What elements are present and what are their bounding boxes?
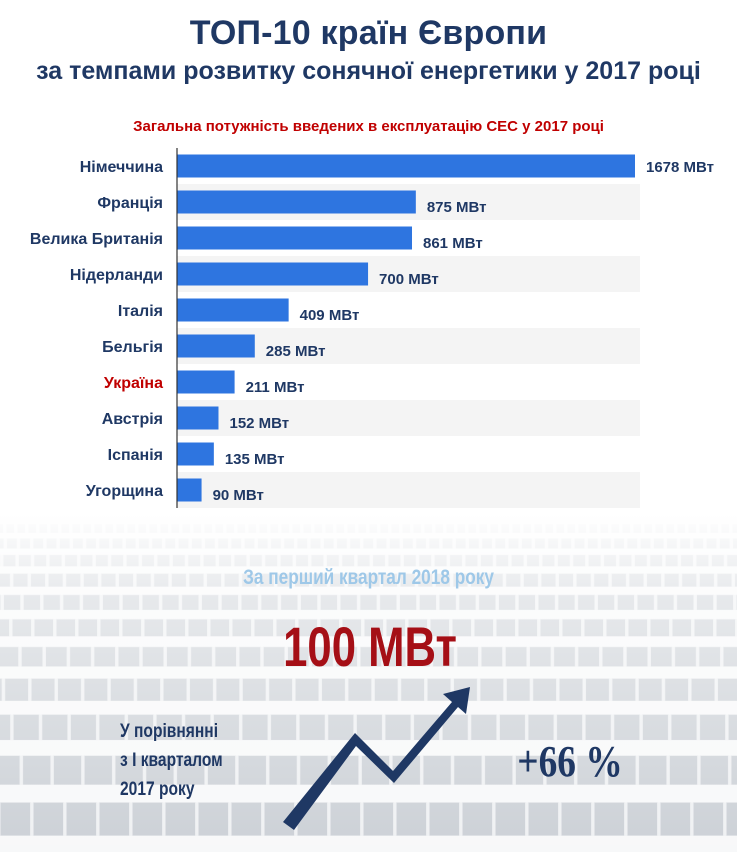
- category-label: Нідерланди: [70, 267, 163, 284]
- bar: [177, 370, 235, 394]
- category-label: Угорщина: [86, 483, 163, 500]
- category-label: Бельгія: [102, 339, 163, 356]
- page-title: ТОП-10 країн Європи: [189, 14, 548, 52]
- category-label: Іспанія: [108, 447, 163, 464]
- data-label: 700 МВт: [379, 271, 439, 288]
- bar: [177, 190, 416, 214]
- comparison-line: У порівнянні: [120, 721, 219, 742]
- growth-arrow-icon: [283, 687, 470, 830]
- chart-title: Загальна потужність введених в експлуата…: [133, 118, 604, 135]
- data-label: 90 МВт: [213, 487, 264, 504]
- bar: [177, 298, 289, 322]
- bar: [177, 226, 413, 250]
- data-label: 409 МВт: [300, 307, 360, 324]
- comparison-line: 2017 року: [120, 779, 195, 800]
- row-band: [177, 472, 640, 508]
- bar: [177, 406, 219, 430]
- solar-panels-image: [0, 512, 737, 852]
- row-band: [177, 400, 640, 436]
- category-label: Велика Британія: [30, 231, 163, 248]
- quarter-label: За перший квартал 2018 року: [243, 566, 494, 589]
- data-label: 1678 МВт: [646, 159, 714, 176]
- comparison-text: У порівнянні з І кварталом 2017 року: [120, 717, 243, 804]
- bar: [177, 262, 369, 286]
- data-label: 875 МВт: [427, 199, 487, 216]
- data-label: 861 МВт: [423, 235, 483, 252]
- category-label: Франція: [97, 195, 163, 212]
- category-label: Німеччина: [80, 159, 163, 176]
- bar-chart: Німеччина 1678 МВт Франція 875 МВт Велика Бр…: [30, 148, 714, 508]
- bar: [177, 442, 214, 466]
- bar: [177, 154, 635, 178]
- data-label: 285 МВт: [266, 343, 326, 360]
- bar: [177, 334, 255, 358]
- data-label: 211 МВт: [246, 379, 305, 396]
- solar-panels-background: [0, 512, 737, 852]
- page-subtitle: за темпами розвитку сонячної енергетики …: [36, 57, 701, 85]
- comparison-line: з І кварталом: [120, 750, 223, 771]
- category-label: Італія: [118, 303, 163, 320]
- data-label: 135 МВт: [225, 451, 285, 468]
- growth-value: +66 %: [517, 737, 623, 786]
- bar: [177, 478, 202, 502]
- category-label: Австрія: [102, 411, 163, 428]
- quarter-value: 100 МВт: [283, 615, 457, 678]
- data-label: 152 МВт: [229, 415, 289, 432]
- category-label: Україна: [104, 375, 163, 392]
